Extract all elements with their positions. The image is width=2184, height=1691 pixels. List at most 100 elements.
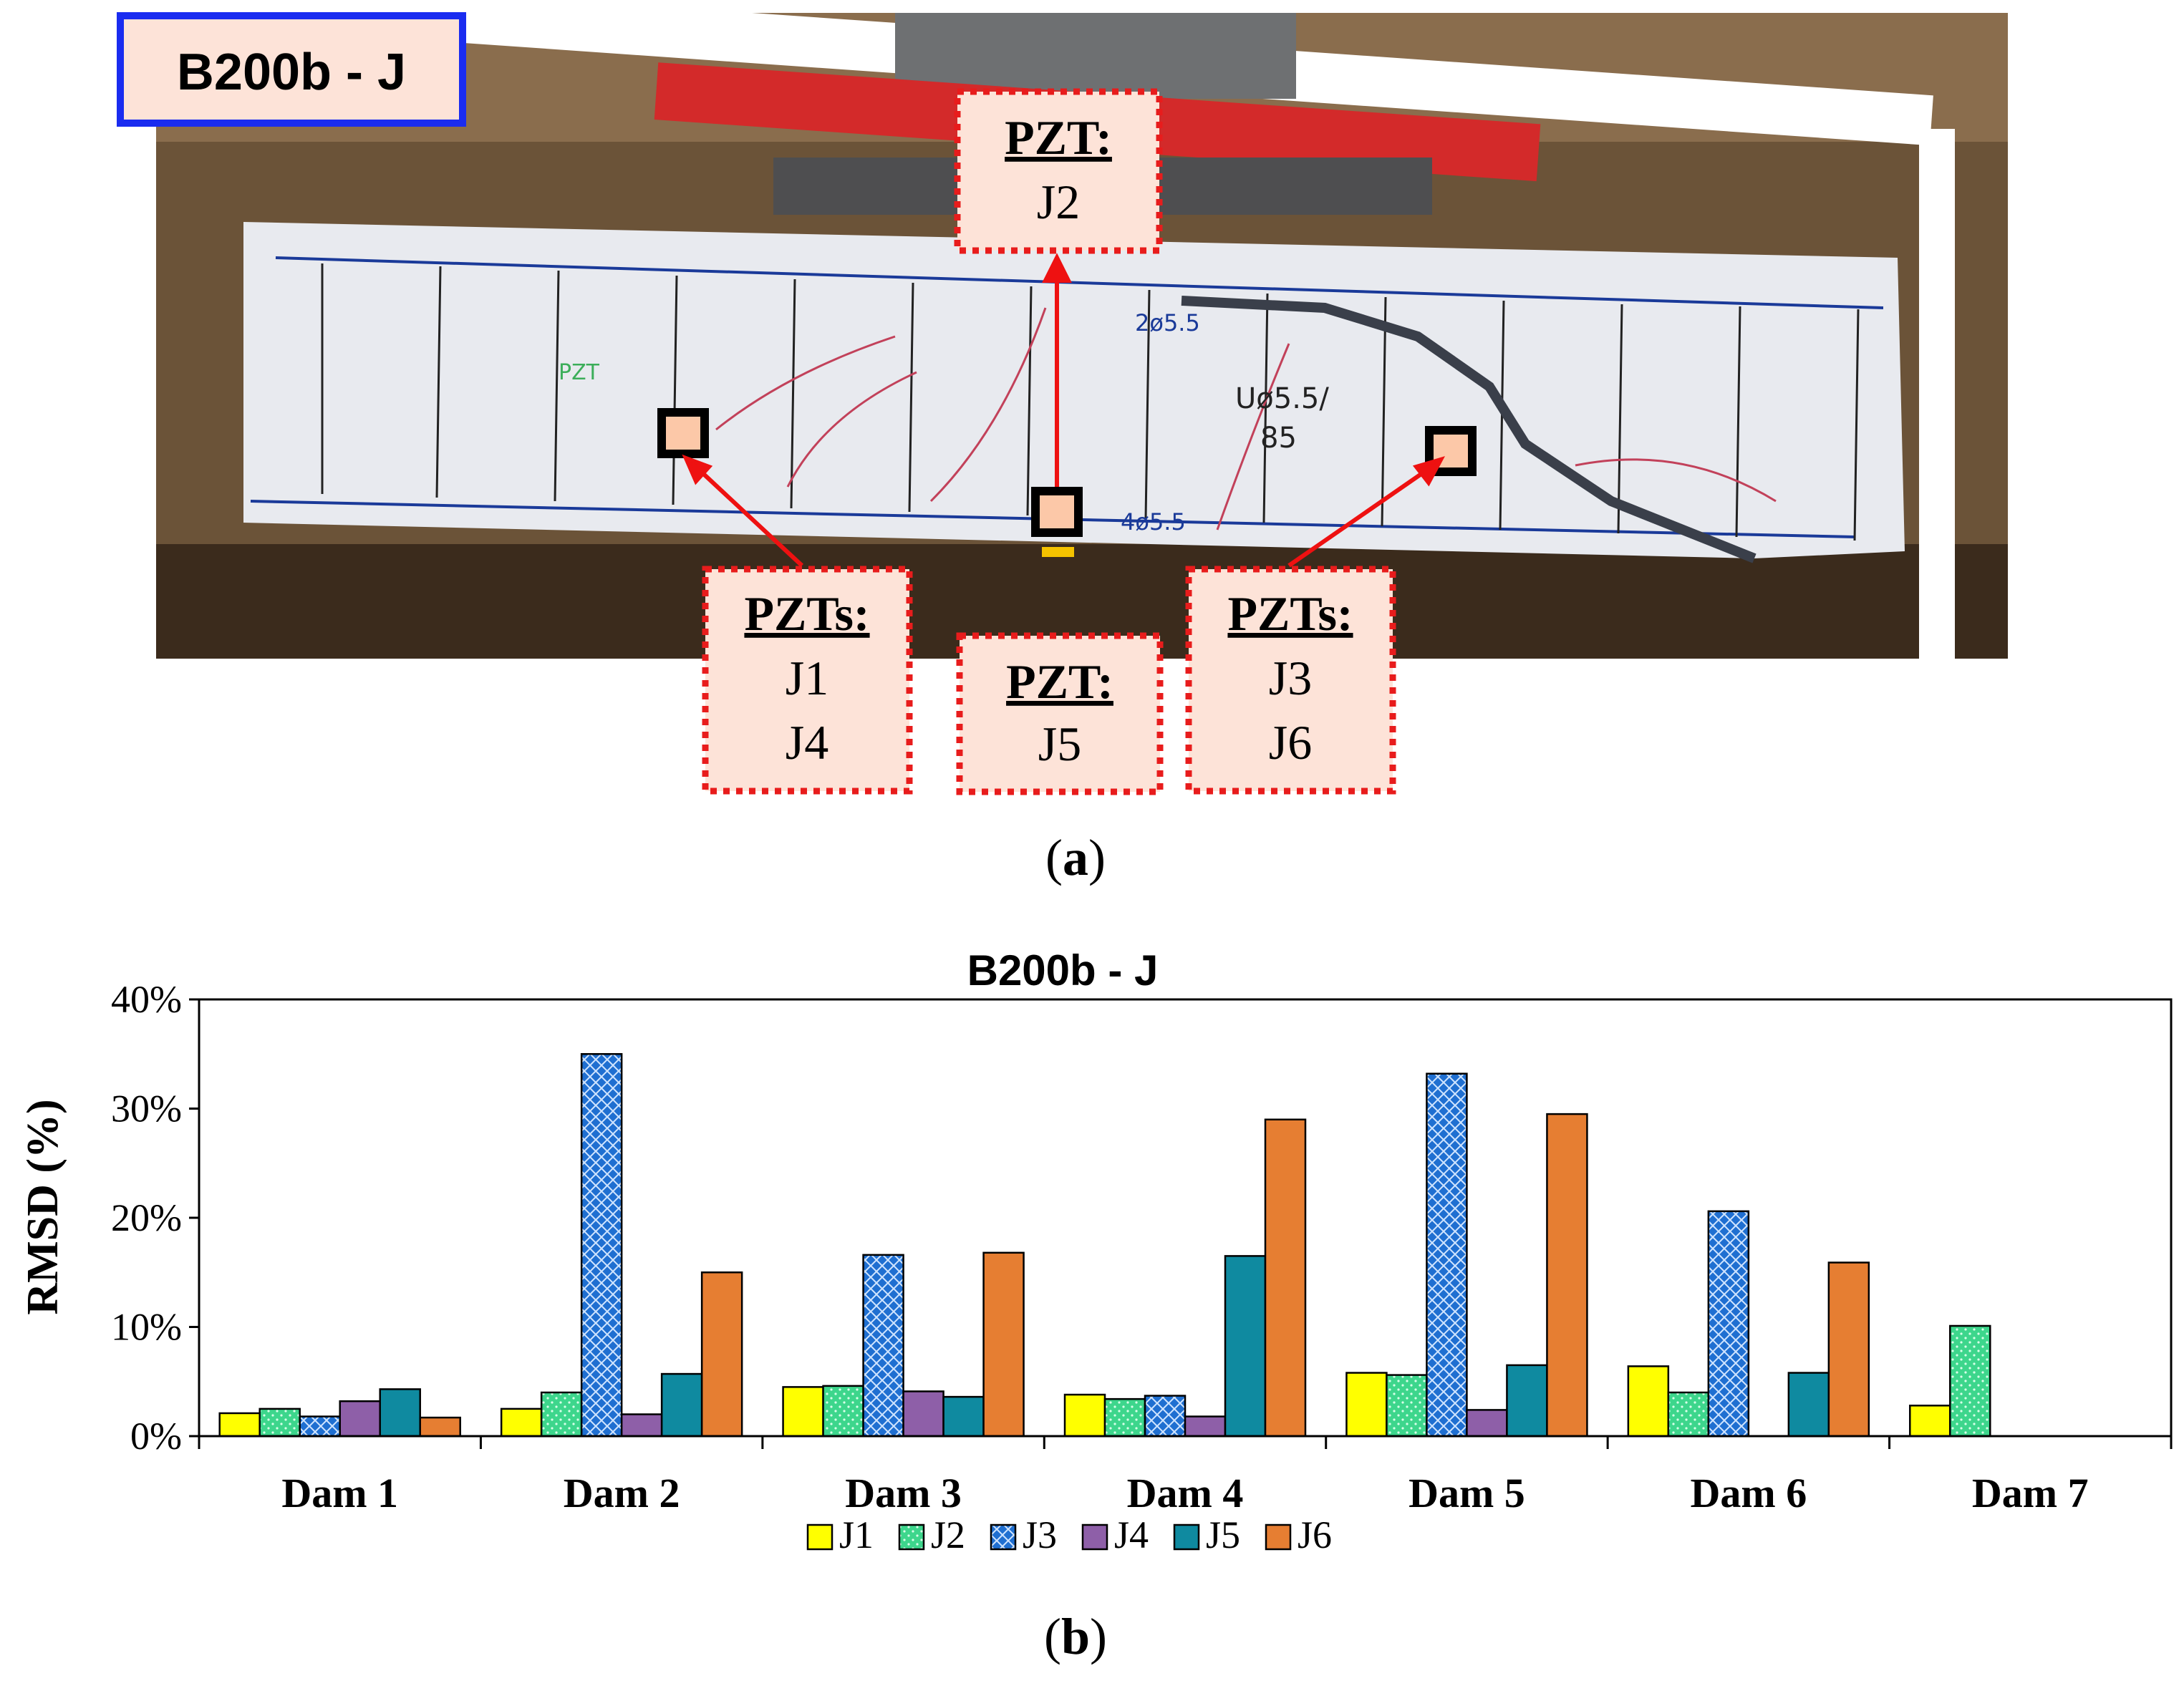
legend-swatch-j6 xyxy=(1265,1523,1292,1551)
bar-j1-dam-3 xyxy=(782,1386,824,1438)
bar-j6-dam-2 xyxy=(700,1271,743,1438)
bar-j5-dam-4 xyxy=(1224,1255,1267,1438)
category-label: Dam 3 xyxy=(845,1470,962,1516)
bar-j3-dam-1 xyxy=(299,1415,341,1438)
bar-j2-dam-6 xyxy=(1667,1391,1710,1438)
bar-j1-dam-6 xyxy=(1627,1365,1670,1438)
legend-swatch-j1 xyxy=(806,1523,834,1551)
bar-j1-dam-7 xyxy=(1909,1405,1951,1438)
bar-j4-dam-5 xyxy=(1466,1409,1508,1438)
label-j1-j4-line-2: J4 xyxy=(786,715,828,770)
bar-j6-dam-6 xyxy=(1827,1261,1870,1438)
label-j3-j6-line-2: J6 xyxy=(1269,715,1312,770)
bar-j6-dam-1 xyxy=(419,1416,461,1438)
label-j2: PZT: J2 xyxy=(954,88,1163,254)
legend-swatch-j2 xyxy=(898,1523,925,1551)
y-tick-label: 40% xyxy=(111,978,182,1021)
bar-j2-dam-4 xyxy=(1103,1397,1146,1438)
y-tick-label: 10% xyxy=(111,1306,182,1349)
bar-j5-dam-6 xyxy=(1787,1372,1830,1438)
caption-b-letter: b xyxy=(1061,1608,1090,1665)
beam-marking-stirrups: Uø5.5/ xyxy=(1235,382,1329,415)
photo-title: B200b - J xyxy=(177,44,406,101)
pzt-sensor-left xyxy=(657,408,709,458)
label-j1-j4-head: PZTs: xyxy=(744,586,869,641)
legend-swatch-j5 xyxy=(1173,1523,1200,1551)
label-j2-line-1: J2 xyxy=(1037,175,1080,229)
category-label: Dam 5 xyxy=(1409,1470,1525,1516)
bar-j5-dam-3 xyxy=(942,1395,985,1438)
legend-label-j5: J5 xyxy=(1206,1513,1240,1556)
category-label: Dam 1 xyxy=(281,1470,398,1516)
legend-label-j4: J4 xyxy=(1114,1513,1149,1556)
legend-swatch-j4 xyxy=(1081,1523,1108,1551)
label-j5-head: PZT: xyxy=(1006,654,1113,709)
bar-j3-dam-3 xyxy=(862,1254,904,1438)
bars xyxy=(218,1053,1991,1438)
label-j1-j4-line-1: J1 xyxy=(786,651,828,705)
bar-j5-dam-2 xyxy=(660,1372,703,1438)
beam-marking-top-rebar: 2ø5.5 xyxy=(1135,309,1200,336)
pzt-sensor-center xyxy=(1031,487,1083,537)
bar-j6-dam-4 xyxy=(1264,1118,1307,1438)
label-j5-line-1: J5 xyxy=(1038,717,1081,771)
bar-j3-dam-4 xyxy=(1144,1395,1187,1438)
caption-b: (b) xyxy=(1044,1608,1107,1665)
bar-j2-dam-7 xyxy=(1949,1324,1991,1438)
beam-marking-pzt: PZT xyxy=(559,360,600,385)
category-label: Dam 4 xyxy=(1127,1470,1244,1516)
legend-label-j6: J6 xyxy=(1298,1513,1332,1556)
bar-j2-dam-1 xyxy=(258,1407,301,1438)
bar-j3-dam-5 xyxy=(1426,1072,1468,1438)
legend: J1 J2 J3 J4 J5 J6 xyxy=(806,1513,1332,1556)
axes xyxy=(198,998,2173,1449)
label-j3-j6-head: PZTs: xyxy=(1227,586,1353,641)
bar-j4-dam-1 xyxy=(339,1400,381,1438)
bar-j4-dam-2 xyxy=(620,1413,663,1438)
bar-j4-dam-3 xyxy=(902,1390,944,1438)
legend-label-j2: J2 xyxy=(931,1513,965,1556)
bar-j1-dam-4 xyxy=(1063,1393,1106,1438)
bar-j3-dam-6 xyxy=(1707,1210,1750,1438)
label-j3-j6: PZTs: J3 J6 xyxy=(1185,566,1396,795)
label-j2-head: PZT: xyxy=(1005,110,1112,165)
legend-label-j1: J1 xyxy=(839,1513,874,1556)
bar-j2-dam-2 xyxy=(540,1391,583,1438)
y-tick-label: 30% xyxy=(111,1087,182,1130)
bar-j2-dam-5 xyxy=(1386,1374,1428,1438)
beam-marking-bottom-rebar: 4ø5.5 xyxy=(1121,508,1186,536)
chart-title: B200b - J xyxy=(967,946,1159,994)
beam-marking-stirrup-spacing: 85 xyxy=(1260,422,1297,455)
arrow-j1-j4 xyxy=(696,467,804,568)
arrow-j3-j6 xyxy=(1287,467,1430,568)
bar-j1-dam-1 xyxy=(218,1412,261,1438)
category-label: Dam 6 xyxy=(1691,1470,1807,1516)
label-j3-j6-line-1: J3 xyxy=(1269,651,1312,705)
category-label: Dam 2 xyxy=(564,1470,680,1516)
x-axis-category-labels: Dam 1 Dam 2 Dam 3 Dam 4 Dam 5 Dam 6 Dam 7 xyxy=(281,1470,2088,1516)
bar-j2-dam-3 xyxy=(822,1385,864,1438)
bar-j5-dam-5 xyxy=(1506,1364,1548,1438)
caption-a: (a) xyxy=(1045,829,1106,886)
photo-title-box: B200b - J xyxy=(117,12,466,127)
bar-j5-dam-1 xyxy=(379,1388,421,1438)
y-axis-ticks: 0% 10% 20% 30% 40% xyxy=(111,978,199,1458)
legend-swatch-j3 xyxy=(990,1523,1017,1551)
y-tick-label: 0% xyxy=(130,1415,182,1458)
y-tick-label: 20% xyxy=(111,1196,182,1239)
bar-j1-dam-5 xyxy=(1345,1372,1388,1438)
category-label: Dam 7 xyxy=(1972,1470,2089,1516)
bar-j6-dam-3 xyxy=(982,1251,1025,1438)
bar-j1-dam-2 xyxy=(500,1407,543,1438)
label-j1-j4: PZTs: J1 J4 xyxy=(702,566,913,795)
y-axis-label: RMSD (%) xyxy=(19,1099,67,1314)
caption-a-letter: a xyxy=(1063,829,1088,886)
bar-j3-dam-2 xyxy=(580,1053,623,1438)
bar-j4-dam-4 xyxy=(1184,1415,1227,1438)
label-j5: PZT: J5 xyxy=(956,632,1164,795)
bar-j6-dam-5 xyxy=(1546,1113,1588,1438)
plot-frame xyxy=(198,998,2173,1438)
legend-label-j3: J3 xyxy=(1023,1513,1057,1556)
